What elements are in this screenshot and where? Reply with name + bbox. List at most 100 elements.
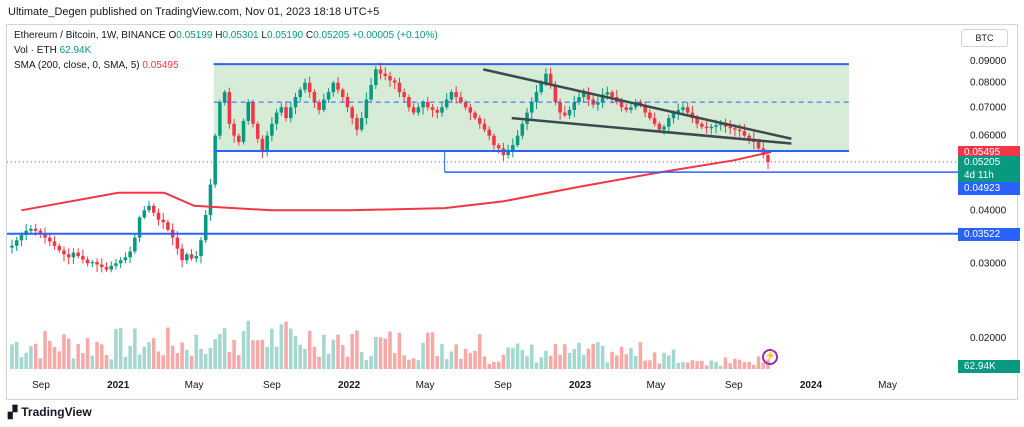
candle-body[interactable] (539, 82, 543, 93)
candle-body[interactable] (48, 237, 52, 242)
candle-body[interactable] (577, 97, 581, 103)
candle-body[interactable] (572, 102, 577, 110)
candle-body[interactable] (298, 89, 302, 98)
candle-body[interactable] (737, 129, 742, 132)
candle-body[interactable] (81, 256, 85, 260)
candle-body[interactable] (733, 128, 737, 130)
candle-body[interactable] (435, 109, 440, 113)
currency-button[interactable]: BTC (961, 29, 1008, 47)
candle-body[interactable] (407, 97, 411, 108)
candle-body[interactable] (33, 228, 38, 231)
candle-body[interactable] (151, 205, 156, 213)
candle-body[interactable] (728, 126, 732, 129)
candle-body[interactable] (411, 107, 416, 113)
candle-body[interactable] (440, 107, 444, 113)
candle-body[interactable] (350, 107, 354, 119)
candle-body[interactable] (260, 138, 265, 152)
candle-body[interactable] (19, 234, 24, 241)
candle-body[interactable] (695, 118, 699, 124)
candle-body[interactable] (336, 82, 340, 90)
candle-body[interactable] (402, 92, 406, 98)
candle-body[interactable] (742, 131, 747, 136)
candle-body[interactable] (57, 245, 62, 251)
candle-body[interactable] (563, 112, 567, 116)
candle-body[interactable] (118, 260, 123, 264)
candle-body[interactable] (534, 92, 539, 103)
candle-body[interactable] (10, 245, 14, 248)
candle-body[interactable] (397, 82, 402, 93)
candle-body[interactable] (166, 222, 170, 230)
candle-body[interactable] (392, 80, 397, 83)
candle-body[interactable] (270, 123, 274, 136)
candle-body[interactable] (43, 233, 47, 238)
candle-body[interactable] (388, 75, 392, 81)
candle-body[interactable] (312, 92, 317, 103)
candle-body[interactable] (317, 102, 321, 110)
candle-body[interactable] (586, 92, 591, 100)
candle-body[interactable] (638, 102, 643, 105)
candle-body[interactable] (662, 126, 666, 130)
flash-icon[interactable]: ⚡ (762, 349, 778, 365)
candle-body[interactable] (426, 102, 430, 108)
candle-body[interactable] (473, 112, 477, 119)
candle-body[interactable] (529, 102, 534, 113)
wedge-lower-line[interactable] (511, 116, 792, 145)
candle-body[interactable] (756, 141, 761, 149)
candle-body[interactable] (648, 112, 652, 119)
candle-body[interactable] (421, 102, 425, 108)
candle-body[interactable] (85, 259, 90, 264)
candle-body[interactable] (459, 97, 463, 103)
candle-body[interactable] (52, 241, 57, 246)
candle-body[interactable] (104, 267, 109, 270)
candle-body[interactable] (303, 82, 307, 90)
candle-body[interactable] (553, 85, 558, 103)
legend-sma-label[interactable]: SMA (200, close, 0, SMA, 5) (14, 60, 140, 71)
candle-body[interactable] (681, 107, 685, 110)
candle-body[interactable] (544, 73, 548, 83)
candle-body[interactable] (62, 250, 66, 255)
candle-body[interactable] (369, 85, 373, 100)
candle-body[interactable] (548, 73, 553, 86)
candle-body[interactable] (322, 99, 326, 110)
candle-body[interactable] (161, 219, 165, 223)
candle-body[interactable] (156, 212, 161, 220)
candle-body[interactable] (66, 254, 71, 258)
candle-body[interactable] (511, 145, 515, 152)
candle-body[interactable] (676, 109, 680, 113)
candle-body[interactable] (274, 112, 279, 124)
candle-body[interactable] (685, 107, 690, 113)
candle-body[interactable] (123, 257, 128, 261)
candle-body[interactable] (383, 73, 388, 76)
candle-body[interactable] (596, 102, 600, 105)
candle-body[interactable] (137, 217, 142, 238)
candle-body[interactable] (723, 123, 728, 127)
candle-body[interactable] (667, 118, 671, 127)
candle-body[interactable] (38, 230, 43, 234)
candle-body[interactable] (227, 92, 232, 124)
candle-body[interactable] (444, 99, 449, 108)
candle-body[interactable] (600, 94, 605, 103)
candle-body[interactable] (345, 97, 350, 108)
candle-body[interactable] (567, 109, 572, 116)
candle-body[interactable] (307, 82, 312, 93)
candle-body[interactable] (416, 107, 421, 113)
candle-body[interactable] (359, 118, 364, 130)
candle-body[interactable] (284, 107, 288, 119)
candle-body[interactable] (605, 92, 610, 95)
candle-body[interactable] (714, 125, 718, 127)
candle-body[interactable] (218, 102, 222, 136)
candle-body[interactable] (71, 252, 76, 258)
candle-body[interactable] (189, 254, 194, 259)
candle-body[interactable] (619, 102, 624, 108)
candle-body[interactable] (194, 256, 199, 259)
candle-body[interactable] (331, 82, 336, 93)
candle-body[interactable] (340, 89, 345, 98)
candle-body[interactable] (525, 112, 529, 124)
candle-body[interactable] (208, 184, 213, 216)
candle-body[interactable] (147, 205, 151, 211)
candle-body[interactable] (128, 251, 132, 258)
candle-body[interactable] (29, 228, 33, 231)
candle-body[interactable] (265, 135, 269, 152)
candle-body[interactable] (482, 123, 487, 130)
